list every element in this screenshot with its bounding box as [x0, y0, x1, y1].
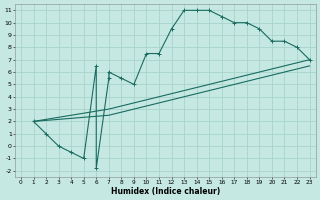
X-axis label: Humidex (Indice chaleur): Humidex (Indice chaleur): [111, 187, 220, 196]
